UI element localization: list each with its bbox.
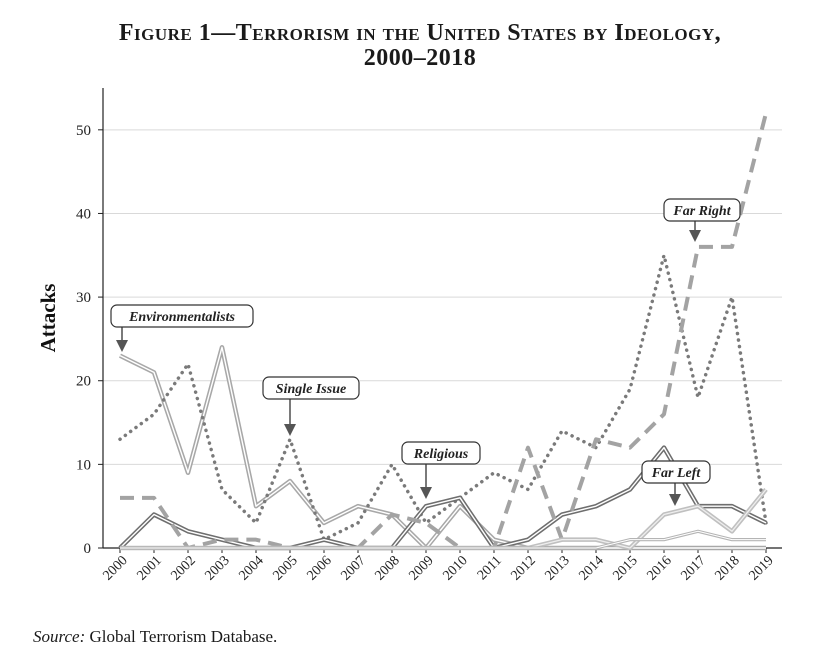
chart-title-line-1: Figure 1—Terrorism in the United States …	[118, 20, 722, 46]
x-tick-label-2000: 2000	[100, 553, 130, 583]
y-tick-label-50: 50	[76, 123, 91, 139]
annotation-label-far-right: Far Right	[672, 204, 731, 219]
annotation-box-far-left	[641, 460, 711, 484]
annotation-box-single-issue	[262, 376, 360, 400]
annotation-box-far-right	[663, 198, 741, 222]
annotation-religious: Religious	[401, 441, 481, 499]
x-tick-label-2008: 2008	[372, 553, 402, 583]
source-note: Source: Global Terrorism Database.	[33, 627, 277, 647]
x-tick-label-2009: 2009	[406, 553, 436, 583]
x-tick-label-2007: 2007	[338, 553, 368, 583]
y-tick-label-20: 20	[76, 374, 91, 390]
annotation-environmentalists: Environmentalists	[110, 304, 254, 352]
y-tick-label-30: 30	[76, 290, 91, 306]
annotation-label-far-left: Far Left	[651, 466, 702, 481]
annotation-box-environmentalists	[110, 304, 254, 328]
x-tick-label-2016: 2016	[644, 553, 674, 583]
annotation-arrowhead-environmentalists	[116, 340, 128, 352]
y-tick-label-0: 0	[84, 541, 92, 557]
x-tick-label-2004: 2004	[236, 553, 266, 583]
x-tick-label-2011: 2011	[475, 553, 505, 583]
y-tick-label-40: 40	[76, 206, 91, 222]
annotation-arrowhead-single-issue	[284, 424, 296, 436]
y-tick-label-10: 10	[76, 457, 91, 473]
annotation-box-religious	[401, 441, 481, 465]
x-tick-label-2005: 2005	[270, 553, 300, 583]
source-label: Source:	[33, 627, 86, 646]
series-line-far-right	[120, 112, 768, 550]
x-tick-label-2018: 2018	[712, 553, 742, 583]
annotation-far-left: Far Left	[641, 460, 711, 506]
annotation-far-right: Far Right	[663, 198, 741, 242]
annotation-label-single-issue: Single Issue	[276, 382, 346, 397]
x-tick-label-2014: 2014	[576, 553, 606, 583]
x-tick-label-2003: 2003	[202, 553, 232, 583]
annotation-label-religious: Religious	[413, 447, 469, 462]
annotation-arrowhead-religious	[420, 487, 432, 499]
x-tick-label-2001: 2001	[134, 553, 164, 583]
x-tick-label-2006: 2006	[304, 553, 334, 583]
y-axis-label: Attacks	[36, 284, 60, 353]
annotation-label-environmentalists: Environmentalists	[128, 310, 235, 325]
source-text: Global Terrorism Database.	[89, 627, 278, 646]
annotation-single-issue: Single Issue	[262, 376, 360, 436]
x-tick-label-2010: 2010	[440, 553, 470, 583]
annotation-arrowhead-far-right	[689, 230, 701, 242]
x-tick-label-2015: 2015	[610, 553, 640, 583]
chart-title-line-2: 2000–2018	[363, 45, 477, 71]
annotation-arrowhead-far-left	[669, 494, 681, 506]
series-line-single-issue	[118, 253, 768, 542]
x-tick-label-2002: 2002	[168, 553, 198, 583]
x-tick-label-2017: 2017	[678, 553, 708, 583]
x-tick-label-2019: 2019	[746, 553, 776, 583]
series-line-far-left-secondary-inner	[120, 530, 766, 549]
x-tick-label-2012: 2012	[508, 553, 538, 583]
series-line-environmentalists-inner	[119, 346, 766, 549]
x-tick-label-2013: 2013	[542, 553, 572, 583]
